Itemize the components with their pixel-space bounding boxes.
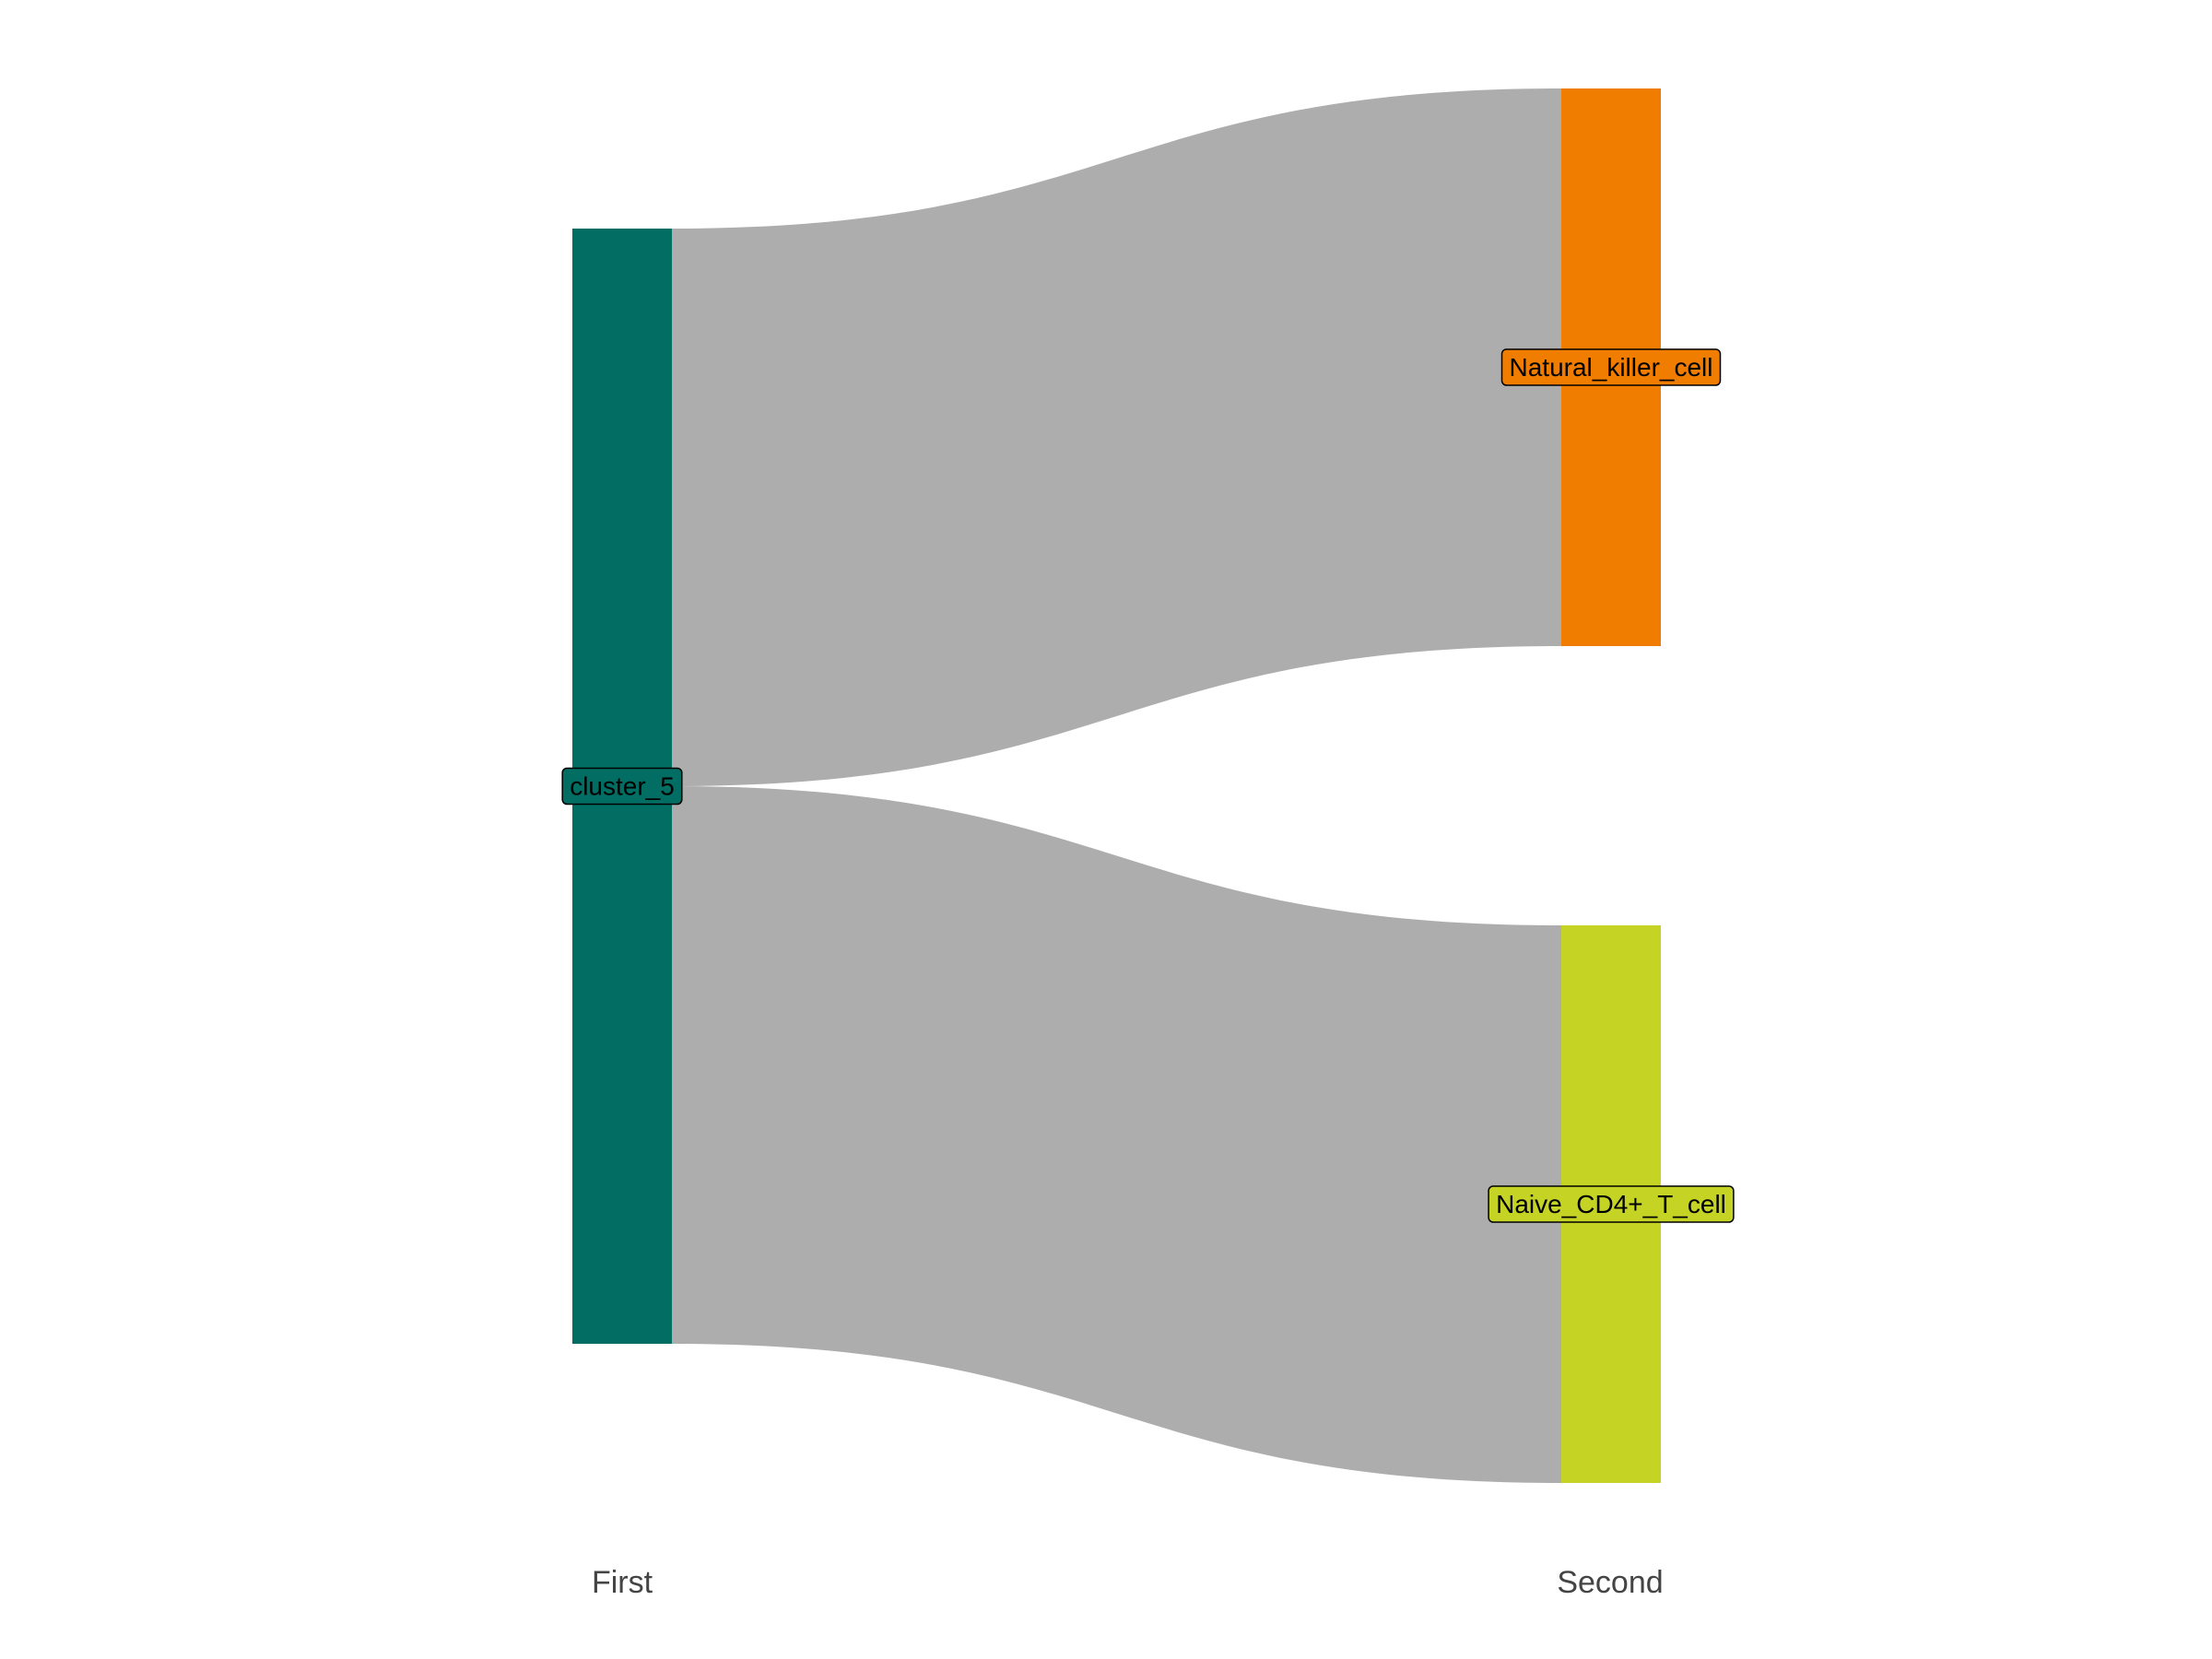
node-label-Natural_killer_cell: Natural_killer_cell <box>1500 348 1722 386</box>
links-layer <box>672 88 1561 1483</box>
link-cluster_5-Natural_killer_cell <box>672 88 1561 786</box>
node-label-text: cluster_5 <box>570 772 675 801</box>
node-labels-layer: cluster_5 Natural_killer_cell Naive_CD4+_T… <box>561 348 1735 1223</box>
axis-label-first: First <box>592 1565 653 1600</box>
node-label-box <box>1488 1185 1735 1223</box>
node-label-text: Natural_killer_cell <box>1510 353 1713 382</box>
node-label-text: Naive_CD4+_T_cell <box>1496 1190 1726 1218</box>
node-label-cluster_5: cluster_5 <box>561 767 683 806</box>
axis-label-second: Second <box>1557 1565 1663 1600</box>
node-label-box <box>1500 348 1722 386</box>
node-label-Naive_CD4+_T_cell: Naive_CD4+_T_cell <box>1488 1185 1735 1223</box>
link-cluster_5-Naive_CD4+_T_cell <box>672 786 1561 1483</box>
node-label-box <box>561 767 683 806</box>
